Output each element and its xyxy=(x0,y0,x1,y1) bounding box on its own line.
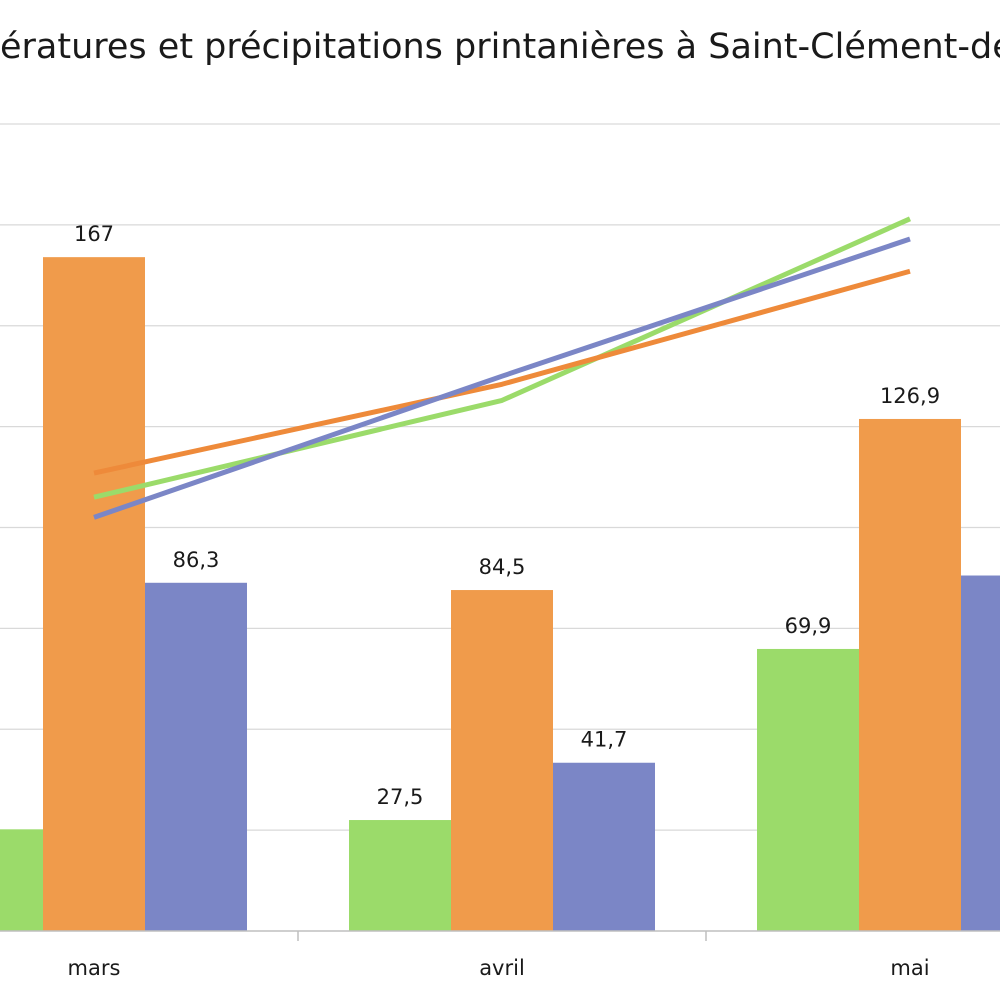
bar xyxy=(553,762,655,931)
data-label: 86,3 xyxy=(173,548,220,572)
data-label: 41,7 xyxy=(581,728,628,752)
trend-line xyxy=(93,236,911,520)
data-label: 167 xyxy=(74,222,114,246)
bar xyxy=(451,590,553,931)
trend-line xyxy=(93,268,911,476)
bar xyxy=(757,648,859,931)
x-tick-label: mai xyxy=(890,956,929,980)
bar xyxy=(859,418,961,931)
x-tick-label: mars xyxy=(68,956,121,980)
bar xyxy=(961,575,1000,931)
trend-line xyxy=(93,216,912,500)
bars xyxy=(0,257,1000,931)
x-tick-label: avril xyxy=(479,956,525,980)
data-label: 69,9 xyxy=(785,614,832,638)
bar xyxy=(43,257,145,931)
data-label: 126,9 xyxy=(880,384,940,408)
data-label: 27,5 xyxy=(377,785,424,809)
bar xyxy=(0,829,43,931)
bar xyxy=(145,582,247,931)
data-label: 84,5 xyxy=(479,555,526,579)
trendlines xyxy=(93,216,912,520)
chart-title: ératures et précipitations printanières … xyxy=(0,27,1000,67)
x-axis: mars avril mai xyxy=(0,930,1000,980)
bar xyxy=(349,820,451,931)
